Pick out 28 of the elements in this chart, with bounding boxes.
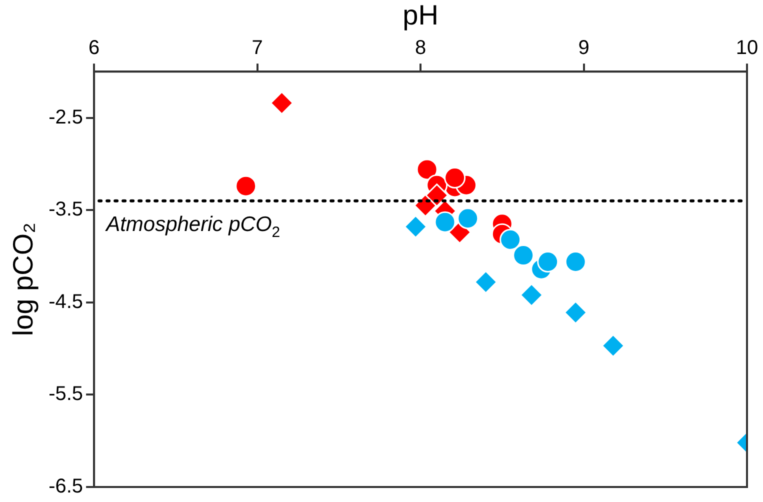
x-tick-label: 7 (252, 37, 263, 60)
point (512, 244, 534, 266)
point (457, 208, 479, 230)
y-tick-label: -6.5 (48, 476, 84, 498)
point (270, 91, 294, 115)
x-tick-label: 10 (736, 37, 758, 60)
point (564, 300, 588, 324)
x-axis-title: pH (402, 0, 438, 31)
point (425, 184, 449, 208)
point (564, 251, 586, 273)
y-axis-title: log pCO₂ (8, 222, 39, 336)
point (537, 251, 559, 273)
y-tick-label: -4.5 (48, 290, 84, 313)
point (601, 334, 625, 358)
point (474, 270, 498, 294)
y-tick-label: -2.5 (48, 106, 84, 128)
x-tick-label: 8 (414, 37, 426, 60)
point (416, 158, 438, 180)
point (434, 211, 456, 233)
point (500, 228, 522, 250)
point (235, 175, 257, 197)
point (520, 283, 544, 307)
y-tick-label: -5.5 (48, 383, 84, 406)
point (404, 214, 428, 238)
point (444, 167, 466, 189)
y-tick-label: -3.5 (48, 198, 84, 221)
x-tick-label: 6 (88, 37, 100, 60)
x-tick-label: 9 (578, 37, 590, 60)
